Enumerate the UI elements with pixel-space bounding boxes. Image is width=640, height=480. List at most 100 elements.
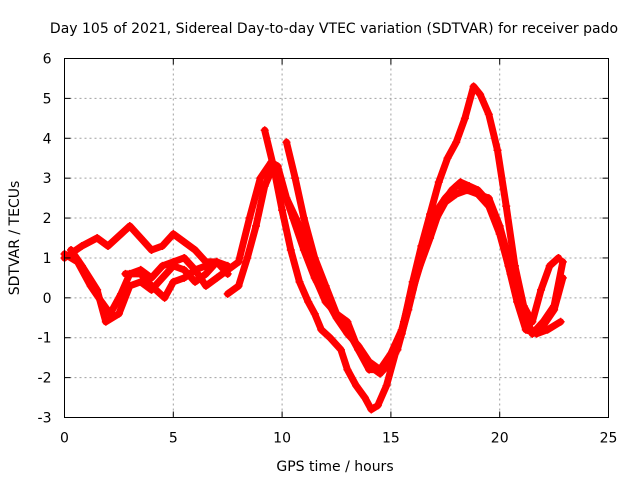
y-tick-label: 3: [43, 171, 52, 187]
x-axis-label: GPS time / hours: [276, 459, 393, 475]
data-point-marker: [147, 245, 156, 254]
data-point-marker: [484, 202, 493, 211]
data-point-marker: [310, 273, 319, 282]
data-point-marker: [452, 190, 461, 199]
data-point-marker: [104, 241, 113, 250]
data-point-marker: [434, 178, 443, 187]
data-point-marker: [93, 285, 102, 294]
data-point-marker: [543, 325, 552, 334]
axis-ticks: [64, 58, 609, 418]
data-point-marker: [325, 333, 334, 342]
data-point-marker: [554, 253, 563, 262]
plot-frame: [64, 58, 609, 418]
data-point-marker: [476, 90, 485, 99]
y-tick-label: 1: [43, 251, 52, 267]
data-point-marker: [343, 365, 352, 374]
series-line-track-1: [61, 222, 232, 270]
data-point-marker: [160, 293, 169, 302]
data-point-marker: [469, 82, 478, 91]
series-markers-track-7: [282, 138, 567, 378]
y-tick-label: 4: [43, 131, 52, 147]
data-point-marker: [502, 202, 511, 211]
data-point-marker: [147, 281, 156, 290]
data-point-marker: [317, 325, 326, 334]
data-point-marker: [441, 198, 450, 207]
data-point-marker: [201, 269, 210, 278]
data-point-marker: [360, 393, 369, 402]
data-point-marker: [191, 245, 200, 254]
series-markers-track-1: [60, 222, 232, 270]
data-point-marker: [125, 281, 134, 290]
data-point-marker: [373, 401, 382, 410]
data-point-marker: [234, 257, 243, 266]
data-point-marker: [419, 249, 428, 258]
x-tick-label: 5: [169, 431, 178, 447]
data-point-marker: [67, 245, 76, 254]
data-point-marker: [286, 245, 295, 254]
series-markers-track-3: [67, 245, 232, 326]
data-point-marker: [510, 261, 519, 270]
data-point-marker: [517, 301, 526, 310]
data-point-marker: [180, 265, 189, 274]
y-tick-label: 2: [43, 211, 52, 227]
data-point-marker: [460, 114, 469, 123]
data-point-marker: [426, 210, 435, 219]
data-point-marker: [443, 154, 452, 163]
data-point-marker: [180, 273, 189, 282]
data-point-marker: [201, 281, 210, 290]
y-tick-label: -3: [38, 411, 52, 427]
data-point-marker: [121, 269, 130, 278]
data-point-marker: [343, 325, 352, 334]
data-point-marker: [260, 182, 269, 191]
data-point-marker: [452, 138, 461, 147]
data-point-marker: [223, 289, 232, 298]
data-point-marker: [169, 230, 178, 239]
data-point-marker: [282, 138, 291, 147]
y-axis-label: SDTVAR / TECUs: [7, 181, 23, 296]
data-point-marker: [158, 241, 167, 250]
chart-title: Day 105 of 2021, Sidereal Day-to-day VTE…: [50, 21, 618, 37]
data-point-marker: [77, 241, 86, 250]
data-point-marker: [367, 405, 376, 414]
data-point-marker: [452, 182, 461, 191]
data-point-marker: [256, 174, 265, 183]
data-point-marker: [180, 253, 189, 262]
y-tick-label: 0: [43, 291, 52, 307]
y-tick-labels: -3 -2 -1 0 1 2 3 4 5 6: [38, 52, 52, 427]
data-point-marker: [212, 273, 221, 282]
data-point-marker: [251, 222, 260, 231]
data-point-marker: [493, 146, 502, 155]
data-point-marker: [212, 257, 221, 266]
data-point-marker: [556, 317, 565, 326]
data-point-marker: [376, 369, 385, 378]
data-point-marker: [93, 234, 102, 242]
data-point-marker: [223, 265, 232, 274]
x-tick-label: 10: [273, 431, 291, 447]
data-point-marker: [269, 162, 278, 171]
data-point-marker: [117, 230, 126, 239]
x-tick-label: 15: [382, 431, 400, 447]
data-point-marker: [386, 357, 395, 366]
data-point-marker: [506, 269, 515, 278]
data-point-marker: [291, 174, 300, 183]
data-point-marker: [354, 345, 363, 354]
data-point-marker: [336, 345, 345, 354]
data-point-marker: [550, 301, 559, 310]
data-point-marker: [484, 110, 493, 119]
x-tick-label: 0: [60, 431, 69, 447]
data-point-marker: [310, 253, 319, 262]
data-point-marker: [245, 214, 254, 223]
data-point-marker: [408, 285, 417, 294]
data-point-marker: [191, 265, 200, 274]
data-series-group: [60, 82, 567, 414]
data-point-marker: [473, 190, 482, 199]
data-point-marker: [169, 277, 178, 286]
data-point-marker: [243, 253, 252, 262]
y-tick-label: -2: [38, 371, 52, 387]
data-point-marker: [321, 281, 330, 290]
data-point-marker: [295, 277, 304, 286]
data-point-marker: [463, 186, 472, 195]
data-point-marker: [278, 206, 287, 215]
data-point-marker: [545, 261, 554, 270]
